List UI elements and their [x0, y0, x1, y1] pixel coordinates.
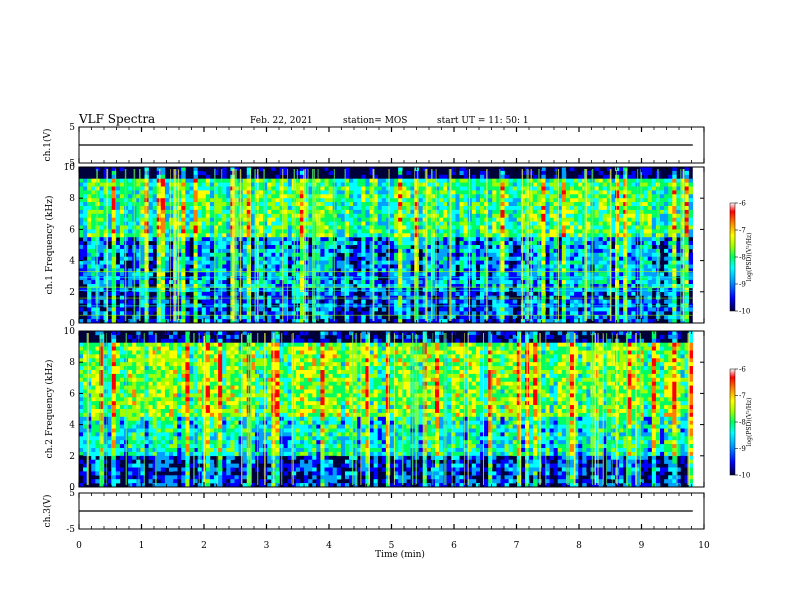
y-tick-label: 6 [69, 389, 75, 399]
ch1-waveform-ylabel: ch.1(V) [42, 129, 53, 162]
colorbar-tick-label: -6 [739, 200, 746, 208]
colorbar-tick-label: -9 [739, 445, 746, 453]
y-tick-label: 6 [69, 225, 75, 235]
colorbar-axes: -6 -7 -8 -9 -10 -6 -7 -8 -9 -10 [735, 200, 750, 480]
x-tick-label: 0 [76, 541, 82, 551]
ch2-spectrogram [79, 331, 704, 488]
ch2-colorbar [729, 368, 736, 476]
colorbar-tick-label: -10 [739, 472, 750, 480]
colorbar-tick-label: -7 [739, 392, 746, 400]
ch1-colorbar [729, 202, 736, 312]
x-tick-label: 3 [264, 541, 270, 551]
y-tick-label: -5 [66, 525, 75, 535]
y-tick-label: 4 [69, 421, 75, 431]
x-tick-label: 8 [576, 541, 582, 551]
colorbar-tick-label: -8 [739, 254, 746, 262]
colorbar-tick-label: -8 [739, 419, 746, 427]
x-tick-label: 5 [389, 541, 395, 551]
x-axis-label: Time (min) [375, 549, 425, 560]
y-tick-label: 0 [69, 319, 75, 329]
y-tick-label: 4 [69, 257, 75, 267]
ch1-spectrogram-ylabel: ch.1 Frequency (kHz) [44, 196, 55, 295]
y-tick-label: -5 [66, 159, 75, 169]
y-tick-label: 5 [69, 123, 75, 133]
y-tick-label: 2 [69, 452, 75, 462]
ch2-spectrogram-ylabel: ch.2 Frequency (kHz) [44, 360, 55, 459]
ch1-spectrogram [79, 167, 704, 324]
y-tick-label: 10 [64, 163, 76, 173]
y-tick-label: 8 [69, 194, 75, 204]
x-tick-label: 4 [326, 541, 332, 551]
colorbar-tick-label: -7 [739, 227, 746, 235]
colorbar-tick-label: -9 [739, 281, 746, 289]
ch1-colorbar-label: log(PSD)(V²/Hz) [746, 233, 753, 282]
ch3-waveform-ylabel: ch.3(V) [42, 495, 53, 528]
y-tick-label: 10 [64, 327, 76, 337]
y-tick-label: 5 [69, 489, 75, 499]
station-label: station= MOS [343, 116, 407, 126]
x-tick-label: 2 [201, 541, 207, 551]
x-tick-label: 10 [698, 541, 710, 551]
x-tick-label: 1 [139, 541, 145, 551]
chart-title: VLF Spectra [78, 112, 155, 126]
y-tick-label: 0 [69, 483, 75, 493]
colorbar-tick-label: -6 [739, 366, 746, 374]
y-tick-label: 8 [69, 358, 75, 368]
start-time-label: start UT = 11: 50: 1 [437, 116, 529, 126]
y-tick-label: 2 [69, 288, 75, 298]
x-tick-label: 7 [514, 541, 520, 551]
x-tick-label: 9 [639, 541, 645, 551]
ch2-colorbar-label: log(PSD)(V²/Hz) [746, 398, 753, 447]
x-tick-label: 6 [451, 541, 457, 551]
date-label: Feb. 22, 2021 [250, 116, 313, 126]
colorbar-tick-label: -10 [739, 308, 750, 316]
